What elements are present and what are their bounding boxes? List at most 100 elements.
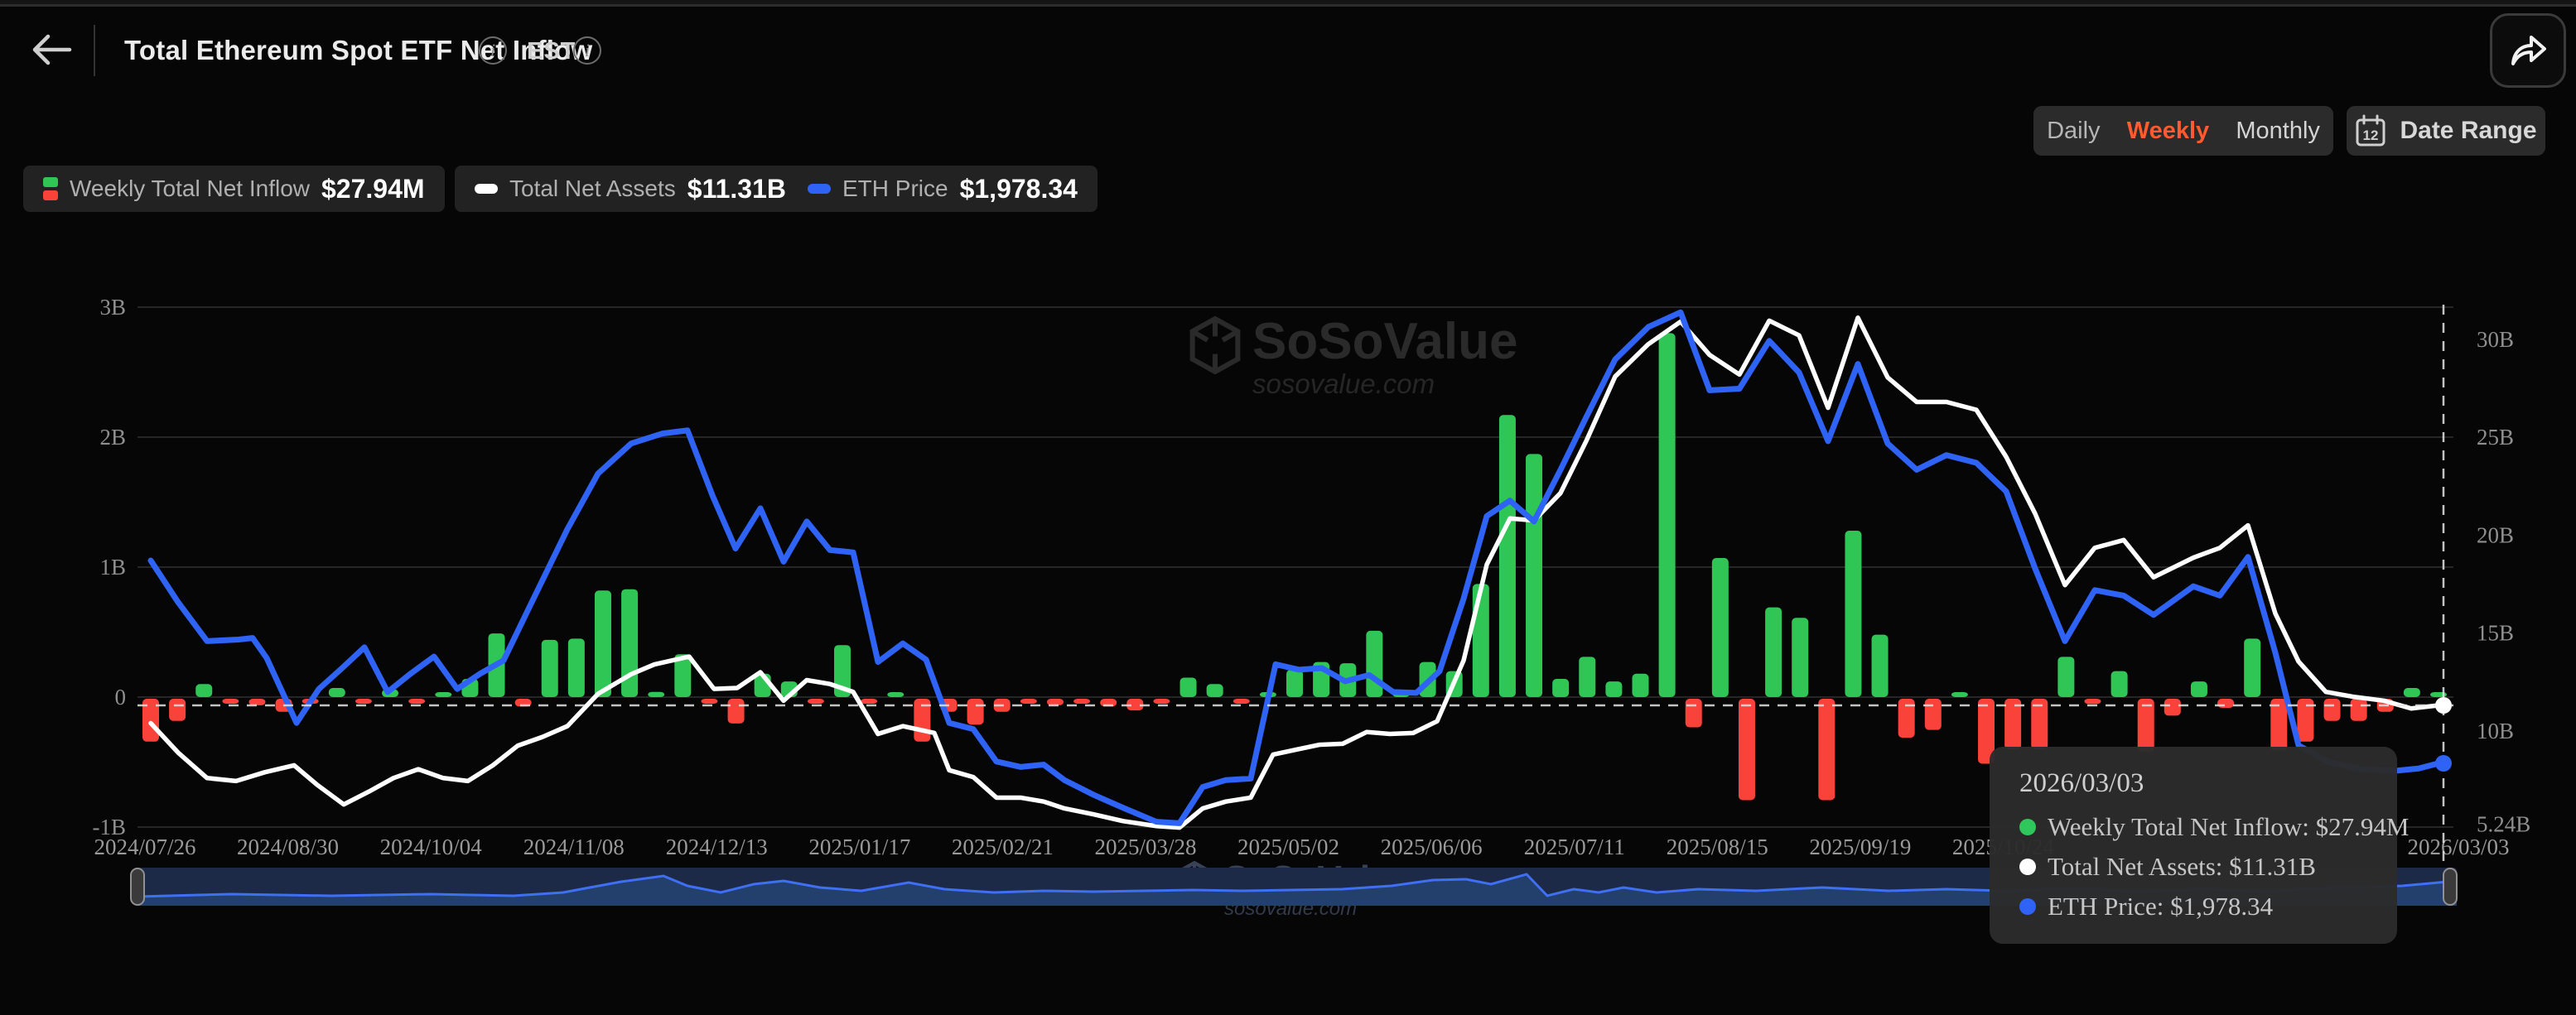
inflow-bar[interactable] [1792,618,1809,697]
tab-daily[interactable]: Daily [2047,117,2101,144]
inflow-bar[interactable] [621,589,639,697]
inflow-bar[interactable] [169,699,186,721]
inflow-bar[interactable] [2217,699,2235,708]
minimap-handle-right[interactable] [2443,868,2458,906]
tab-monthly[interactable]: Monthly [2236,117,2320,144]
total-net-assets-line [148,315,2441,830]
inflow-bar[interactable] [1179,677,1197,697]
legend-eth-price[interactable]: ETH Price $1,978.34 [788,166,1097,212]
inflow-bar[interactable] [1765,607,1782,697]
inflow-bar[interactable] [1206,684,1223,697]
inflow-bar[interactable] [2190,681,2207,697]
minimap-handle-left[interactable] [130,868,145,906]
inflow-bar[interactable] [1126,699,1144,711]
inflow-bar[interactable] [1871,634,1889,697]
inflow-bar[interactable] [967,699,984,725]
series-dot-icon [2019,898,2036,915]
inflow-bar[interactable] [2350,699,2367,721]
inflow-bar[interactable] [1711,558,1729,697]
minimap-line [137,873,2458,898]
tab-weekly[interactable]: Weekly [2126,117,2210,144]
inflow-bar[interactable] [1924,699,1942,730]
inflow-bar[interactable] [887,692,904,697]
inflow-bar[interactable] [2403,688,2420,697]
inflow-bar[interactable] [807,699,824,704]
inflow-bar[interactable] [355,699,372,704]
inflow-bar[interactable] [674,654,692,697]
x-axis-tick: 2025/05/02 [1237,835,1339,859]
back-arrow-icon[interactable] [28,28,75,71]
inflow-bar[interactable] [2004,699,2022,750]
inflow-bar[interactable] [834,645,851,697]
inflow-bar[interactable] [1818,699,1836,801]
legend-total-net-assets[interactable]: Total Net Assets $11.31B [455,166,806,212]
inflow-bar[interactable] [2164,699,2181,716]
timezone-label: EST [527,38,576,65]
tooltip-row-text: ETH Price: $1,978.34 [2048,892,2274,921]
calendar-icon: 12 [2356,114,2385,147]
assets-line-icon [475,184,498,194]
inflow-bar[interactable] [1738,699,1755,801]
inflow-bar[interactable] [594,590,611,697]
inflow-bar[interactable] [1286,670,1303,697]
inflow-bar[interactable] [222,699,239,704]
x-axis-tick: 2026/03/03 [2407,835,2509,859]
right-axis-tick: 5.24B [2477,812,2530,837]
right-axis-tick: 10B [2477,719,2514,743]
tooltip-row: ETH Price: $1,978.34 [2019,892,2397,921]
inflow-bar[interactable] [1632,673,1649,697]
inflow-bar[interactable] [567,638,585,697]
inflow-bar[interactable] [2244,638,2261,697]
inflow-bar[interactable] [248,699,266,705]
inflow-bar[interactable] [408,699,426,704]
share-button[interactable] [2490,13,2566,88]
inflow-bar[interactable] [1605,681,1623,697]
inflow-bar[interactable] [2031,699,2048,750]
page-title: Total Ethereum Spot ETF Net Inflow [124,35,593,65]
timezone-info-icon[interactable]: i [573,36,601,65]
x-axis-tick: 2025/03/28 [1094,835,1196,859]
title-info-icon[interactable]: i [479,36,507,65]
inflow-bar[interactable] [1073,699,1091,704]
inflow-bar[interactable] [541,639,558,697]
right-axis-tick: 15B [2477,621,2514,646]
inflow-bar[interactable] [1898,699,1915,738]
inflow-bar[interactable] [2084,699,2101,705]
inflow-bar[interactable] [2057,657,2075,697]
inflow-bar[interactable] [1153,699,1170,704]
inflow-bar[interactable] [2297,699,2314,742]
inflow-bar[interactable] [1978,699,1995,764]
right-axis-tick: 30B [2477,327,2514,352]
inflow-bar[interactable] [1472,584,1489,697]
inflow-bar[interactable] [1526,454,1543,697]
tooltip-row: Total Net Assets: $11.31B [2019,852,2397,882]
legend-weekly-net-inflow[interactable]: Weekly Total Net Inflow $27.94M [23,166,445,212]
inflow-bar[interactable] [328,688,345,697]
left-axis-tick: 2B [99,425,126,450]
inflow-bar[interactable] [2270,699,2288,751]
inflow-bar[interactable] [1046,699,1064,705]
inflow-bar[interactable] [1366,630,1383,697]
inflow-bar[interactable] [1020,699,1037,704]
inflow-bar[interactable] [1498,415,1516,697]
inflow-bar[interactable] [1233,699,1250,704]
inflow-bar[interactable] [2110,671,2128,697]
inflow-bar[interactable] [435,692,452,697]
inflow-bar[interactable] [1552,679,1570,697]
inflow-bar[interactable] [2137,699,2154,753]
x-axis-tick: 2025/09/19 [1809,835,1911,859]
inflow-bar[interactable] [648,691,665,697]
date-range-button[interactable]: 12 Date Range [2347,106,2545,156]
inflow-bar[interactable] [1658,333,1676,697]
inflow-bar[interactable] [1685,699,1702,728]
inflow-bar[interactable] [1845,531,1862,697]
inflow-bar[interactable] [1579,657,1596,697]
inflow-bar[interactable] [1951,692,1968,697]
inflow-bar[interactable] [2323,699,2341,721]
inflow-bar[interactable] [701,699,718,704]
inflow-bar[interactable] [727,699,745,724]
inflow-bar[interactable] [195,684,213,697]
inflow-bar[interactable] [861,699,878,704]
x-axis-tick: 2025/08/15 [1667,835,1768,859]
